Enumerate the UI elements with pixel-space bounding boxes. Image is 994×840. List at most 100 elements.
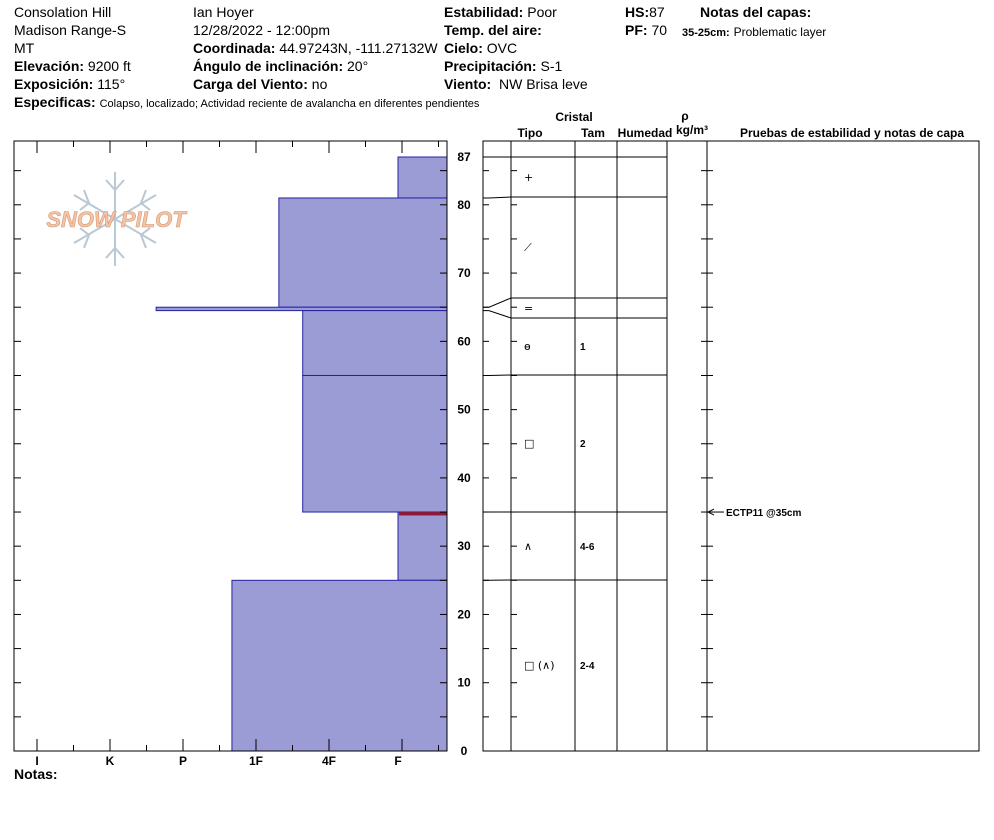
hs-label: HS: (625, 4, 650, 20)
header-density-unit: kg/m³ (676, 123, 708, 137)
hardness-layer-3 (302, 310, 448, 376)
pf-value: 70 (651, 22, 668, 38)
snowflake-icon (73, 172, 157, 266)
wind-loading: Carga del Viento: no (193, 76, 327, 92)
critical-layer-mark (399, 512, 447, 516)
wind-label: Viento: (444, 76, 492, 92)
slope-angle: Ángulo de inclinación: 20° (193, 58, 368, 74)
sky: Cielo: OVC (444, 40, 517, 56)
elevation: Elevación: 9200 ft (14, 58, 131, 74)
coord-value: 44.97243N, -111.27132W (279, 40, 438, 56)
crystal-size-6: 2-4 (580, 661, 595, 672)
aspect-label: Exposición: (14, 76, 94, 92)
crystal-type-6: □ (∧) (524, 659, 555, 672)
layer-note-text: Problematic layer (733, 25, 827, 39)
hardness-label-F: F (394, 754, 401, 768)
header-size: Tam (581, 126, 605, 140)
stability-value: Poor (527, 4, 557, 20)
crystal-size-5: 4-6 (580, 542, 595, 553)
y-tick-label-70: 70 (457, 266, 471, 280)
pit-depth: PF: 70 (625, 22, 667, 38)
coordinates: Coordinada: 44.97243N, -111.27132W (193, 40, 438, 56)
pf-label: PF: (625, 22, 648, 38)
layer-notes-label: Notas del capas: (700, 4, 812, 20)
observer-name: Ian Hoyer (193, 4, 254, 20)
elevation-value: 9200 ft (87, 58, 131, 74)
y-tick-label-60: 60 (457, 334, 471, 348)
layer-table-frame (482, 140, 980, 752)
y-tick-label-0: 0 (461, 744, 468, 758)
y-tick-label-40: 40 (457, 471, 471, 485)
header-type: Tipo (517, 126, 542, 140)
state-name: MT (14, 40, 35, 56)
hardness-layer-2 (155, 306, 448, 312)
crystal-type-0: + (524, 171, 533, 184)
hardness-layer-4 (302, 374, 448, 513)
wind-load-value: no (311, 76, 328, 92)
specifics-value: Colapso, localizado; Actividad reciente … (99, 98, 480, 110)
boundary-connector-3 (483, 310, 512, 319)
precip-value: S-1 (540, 58, 563, 74)
test-result-label: ECTP11 @35cm (726, 508, 801, 519)
aspect-value: 115° (97, 76, 126, 92)
header-stability-tests: Pruebas de estabilidad y notas de capa (740, 126, 964, 140)
slope-label: Ángulo de inclinación: (193, 58, 344, 74)
crystal-type-2: = (524, 302, 533, 315)
layer-note-depth: 35-25cm: (682, 27, 730, 39)
crystal-type-1: ⟋ (524, 241, 532, 254)
boundary-connector-1 (483, 196, 512, 199)
header-moisture: Humedad (618, 126, 673, 140)
crystal-type-5: ∧ (524, 540, 532, 553)
specifics: Especificas: Colapso, localizado; Activi… (14, 94, 479, 112)
crystal-size-3: 1 (580, 342, 586, 353)
wind-load-label: Carga del Viento: (193, 76, 308, 92)
slope-value: 20° (347, 58, 369, 74)
hardness-layer-0 (397, 156, 448, 199)
sky-label: Cielo: (444, 40, 483, 56)
y-tick-label-87: 87 (457, 150, 471, 164)
y-tick-label-30: 30 (457, 539, 471, 553)
stability: Estabilidad: Poor (444, 4, 557, 20)
crystal-size-4: 2 (580, 439, 586, 450)
location-name: Consolation Hill (14, 4, 112, 20)
hardness-label-4F: 4F (322, 754, 336, 768)
wind-value: NW Brisa leve (498, 76, 588, 92)
precipitation: Precipitación: S-1 (444, 58, 562, 74)
hs-value: 87 (649, 4, 665, 20)
snowpilot-text: SNOW PILOT (46, 207, 187, 232)
y-tick-label-10: 10 (457, 676, 471, 690)
hardness-label-P: P (179, 754, 187, 768)
hardness-plot-frame (13, 140, 448, 752)
range-name: Madison Range-S (14, 22, 127, 38)
elevation-label: Elevación: (14, 58, 85, 74)
y-tick-label-50: 50 (457, 403, 471, 417)
hardness-label-I: I (35, 754, 38, 768)
y-tick-label-20: 20 (457, 607, 471, 621)
air-temp: Temp. del aire: (444, 22, 542, 38)
hardness-layer-5 (397, 511, 448, 581)
test-marker-arrow (706, 508, 715, 516)
crystal-type-3: ɵ (524, 340, 531, 353)
hardness-layer-1 (278, 197, 448, 308)
notes-label: Notas: (14, 766, 58, 782)
hardness-layer-6 (231, 579, 448, 752)
precip-label: Precipitación: (444, 58, 537, 74)
coord-label: Coordinada: (193, 40, 276, 56)
layer-note: 35-25cm: Problematic layer (682, 23, 826, 41)
stability-label: Estabilidad: (444, 4, 524, 20)
wind: Viento: NW Brisa leve (444, 76, 588, 92)
snowpilot-watermark: SNOW PILOT (46, 172, 188, 266)
boundary-connector-2 (483, 297, 512, 308)
header-crystal: Cristal (555, 110, 592, 124)
specifics-label: Especificas: (14, 94, 96, 110)
crystal-type-4: □ (524, 437, 534, 450)
y-tick-label-80: 80 (457, 198, 471, 212)
sky-value: OVC (486, 40, 518, 56)
air-temp-label: Temp. del aire: (444, 22, 542, 38)
header-rho: ρ (681, 109, 688, 123)
aspect: Exposición: 115° (14, 76, 125, 92)
hardness-label-K: K (106, 754, 115, 768)
snow-height: HS:87 (625, 4, 665, 20)
hardness-label-1F: 1F (249, 754, 263, 768)
